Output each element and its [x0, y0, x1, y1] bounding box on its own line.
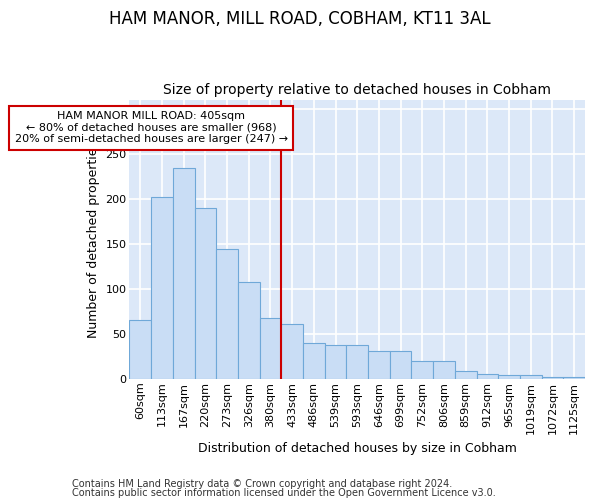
Bar — [433, 361, 455, 379]
Bar — [325, 344, 346, 379]
Text: Contains HM Land Registry data © Crown copyright and database right 2024.: Contains HM Land Registry data © Crown c… — [72, 479, 452, 489]
Title: Size of property relative to detached houses in Cobham: Size of property relative to detached ho… — [163, 83, 551, 97]
Bar — [281, 324, 303, 379]
Bar — [390, 351, 412, 379]
Text: HAM MANOR, MILL ROAD, COBHAM, KT11 3AL: HAM MANOR, MILL ROAD, COBHAM, KT11 3AL — [109, 10, 491, 28]
X-axis label: Distribution of detached houses by size in Cobham: Distribution of detached houses by size … — [198, 442, 517, 455]
Y-axis label: Number of detached properties: Number of detached properties — [87, 140, 100, 338]
Bar — [173, 168, 194, 379]
Bar — [455, 371, 476, 379]
Bar — [368, 351, 390, 379]
Text: Contains public sector information licensed under the Open Government Licence v3: Contains public sector information licen… — [72, 488, 496, 498]
Text: HAM MANOR MILL ROAD: 405sqm
← 80% of detached houses are smaller (968)
20% of se: HAM MANOR MILL ROAD: 405sqm ← 80% of det… — [14, 112, 287, 144]
Bar — [303, 343, 325, 379]
Bar — [238, 282, 260, 379]
Bar — [412, 361, 433, 379]
Bar — [476, 374, 498, 379]
Bar — [498, 376, 520, 379]
Bar — [346, 344, 368, 379]
Bar — [216, 249, 238, 379]
Bar — [260, 318, 281, 379]
Bar — [194, 208, 216, 379]
Bar — [542, 377, 563, 379]
Bar — [563, 377, 585, 379]
Bar — [151, 197, 173, 379]
Bar — [130, 320, 151, 379]
Bar — [520, 376, 542, 379]
